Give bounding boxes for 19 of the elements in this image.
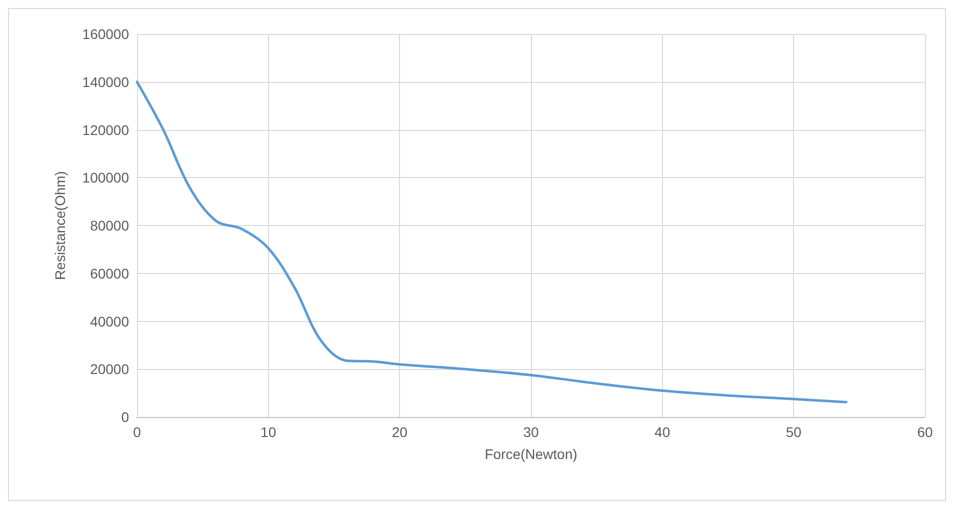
y-tick-label: 20000 bbox=[90, 361, 130, 378]
x-tick-label: 50 bbox=[786, 424, 802, 440]
y-axis-title: Resistance(Ohm) bbox=[52, 171, 68, 280]
x-tick-label: 20 bbox=[392, 424, 408, 440]
y-tick-label: 120000 bbox=[82, 122, 130, 138]
x-tick-label: 30 bbox=[523, 424, 539, 440]
line-series bbox=[136, 80, 848, 404]
y-tick-label: 160000 bbox=[82, 26, 130, 42]
y-tick-label: 40000 bbox=[90, 313, 130, 330]
y-tick-label: 100000 bbox=[82, 170, 130, 186]
x-tick-label: 10 bbox=[260, 424, 276, 440]
x-axis-title: Force(Newton) bbox=[484, 446, 578, 462]
x-tick-label: 60 bbox=[917, 424, 933, 440]
x-tick-label: 0 bbox=[133, 424, 142, 440]
y-tick-label: 0 bbox=[121, 409, 130, 425]
x-tick-label: 40 bbox=[654, 424, 670, 440]
y-tick-label: 140000 bbox=[82, 74, 130, 90]
y-tick-label: 80000 bbox=[90, 218, 130, 234]
y-tick-label: 60000 bbox=[90, 265, 130, 282]
